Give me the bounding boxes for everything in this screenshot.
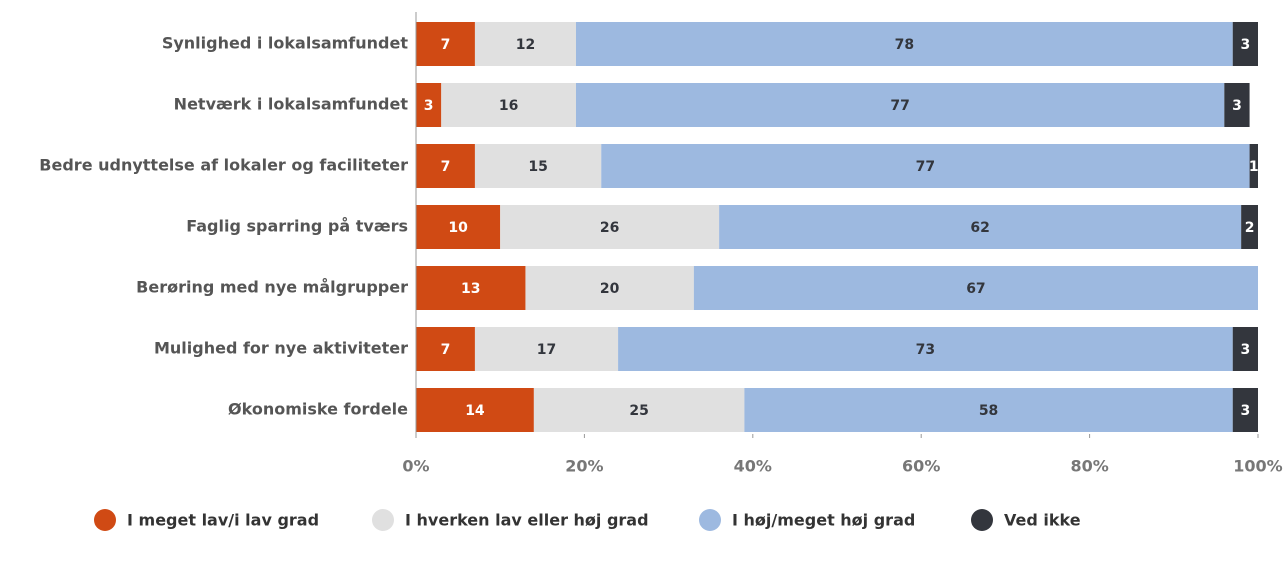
bar-segment xyxy=(744,388,1233,432)
x-tick-label: 100% xyxy=(1233,457,1282,476)
value-label: 58 xyxy=(979,403,998,419)
value-label: 3 xyxy=(1232,98,1242,114)
legend-label: I hverken lav eller høj grad xyxy=(405,511,649,530)
value-label: 3 xyxy=(424,98,434,114)
legend-swatch xyxy=(372,509,394,531)
bar-segment xyxy=(1249,144,1258,188)
value-label: 73 xyxy=(916,342,935,358)
bar-segment xyxy=(416,22,475,66)
value-label: 3 xyxy=(1240,403,1250,419)
bar-segment xyxy=(693,266,1258,310)
value-label: 7 xyxy=(441,159,451,175)
value-label: 13 xyxy=(461,281,480,297)
x-tick-label: 80% xyxy=(1070,457,1108,476)
value-label: 12 xyxy=(516,37,535,53)
value-label: 3 xyxy=(1240,342,1250,358)
value-label: 77 xyxy=(890,98,909,114)
value-label: 78 xyxy=(895,37,914,53)
value-label: 7 xyxy=(441,342,451,358)
bar-segment xyxy=(601,144,1250,188)
legend-label: Ved ikke xyxy=(1004,511,1081,530)
legend-swatch xyxy=(971,509,993,531)
value-label: 14 xyxy=(465,403,485,419)
category-label: Synlighed i lokalsamfundet xyxy=(162,34,409,53)
category-label: Bedre udnyttelse af lokaler og facilitet… xyxy=(39,156,408,175)
bar-segment xyxy=(474,327,619,371)
bar-segment xyxy=(1232,22,1258,66)
bar-segment xyxy=(416,83,442,127)
value-label: 25 xyxy=(629,403,648,419)
category-label: Netværk i lokalsamfundet xyxy=(174,95,409,114)
bar-segment xyxy=(1241,205,1258,249)
bar-segment xyxy=(474,144,602,188)
bar-segment xyxy=(719,205,1242,249)
value-label: 26 xyxy=(600,220,619,236)
bar-segment xyxy=(416,327,475,371)
bar-segment xyxy=(575,83,1225,127)
value-label: 77 xyxy=(916,159,935,175)
bar-segment xyxy=(525,266,694,310)
bar-segment xyxy=(575,22,1233,66)
legend-swatch xyxy=(94,509,116,531)
bar-segment xyxy=(441,83,576,127)
value-label: 7 xyxy=(441,37,451,53)
category-label: Faglig sparring på tværs xyxy=(186,217,408,236)
category-label: Økonomiske fordele xyxy=(228,400,408,419)
value-label: 1 xyxy=(1249,159,1259,175)
legend-label: I høj/meget høj grad xyxy=(732,511,915,530)
value-label: 20 xyxy=(600,281,620,297)
value-label: 2 xyxy=(1245,220,1255,236)
bar-segment xyxy=(416,388,534,432)
category-label: Mulighed for nye aktiviteter xyxy=(154,339,408,358)
legend-label: I meget lav/i lav grad xyxy=(127,511,319,530)
bar-segment xyxy=(416,205,501,249)
bar-segment xyxy=(533,388,745,432)
value-label: 17 xyxy=(537,342,556,358)
legend-swatch xyxy=(699,509,721,531)
bar-segment xyxy=(474,22,576,66)
value-label: 67 xyxy=(966,281,985,297)
category-label: Berøring med nye målgrupper xyxy=(136,278,408,297)
value-label: 10 xyxy=(448,220,468,236)
bar-segment xyxy=(416,266,526,310)
value-label: 15 xyxy=(528,159,547,175)
x-tick-label: 0% xyxy=(402,457,429,476)
bar-segment xyxy=(618,327,1233,371)
x-tick-label: 40% xyxy=(734,457,772,476)
bar-segment xyxy=(1232,327,1258,371)
bar-segment xyxy=(500,205,720,249)
bar-segment xyxy=(1232,388,1258,432)
x-tick-label: 60% xyxy=(902,457,940,476)
value-label: 16 xyxy=(499,98,518,114)
value-label: 62 xyxy=(970,220,989,236)
bar-segment xyxy=(416,144,475,188)
bar-segment xyxy=(1224,83,1250,127)
value-label: 3 xyxy=(1240,37,1250,53)
x-tick-label: 20% xyxy=(565,457,603,476)
